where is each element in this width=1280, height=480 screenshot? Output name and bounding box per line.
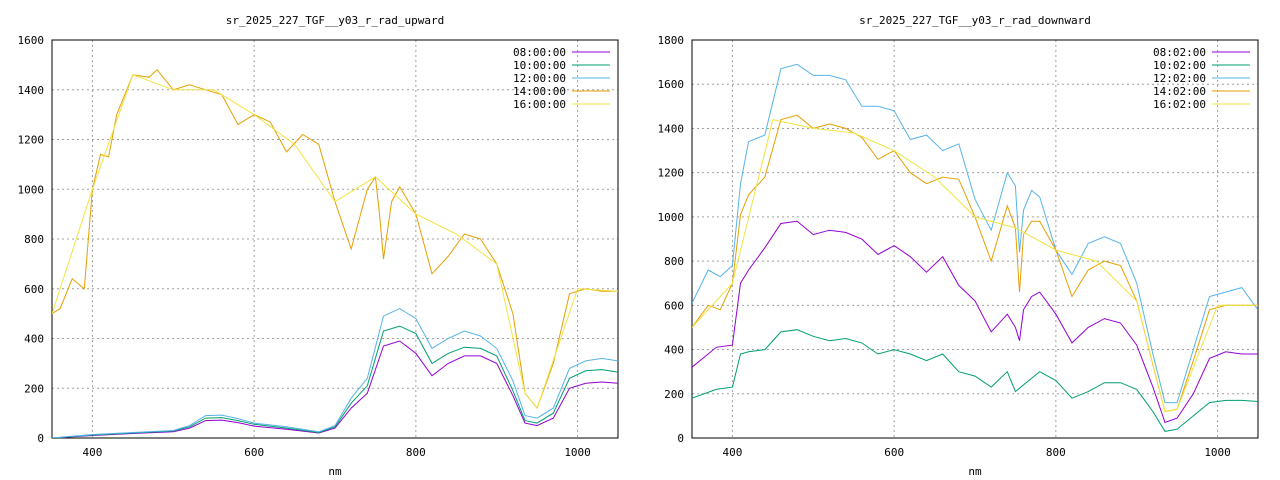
x-tick-label: 600 xyxy=(244,446,264,459)
series-line-16-02-00 xyxy=(692,119,1258,413)
legend-label: 14:00:00 xyxy=(513,85,566,98)
upward-chart-panel: sr_2025_227_TGF__y03_r_rad_upward 400 600 8… xyxy=(18,14,619,478)
y-tick-label: 1000 xyxy=(658,211,685,224)
y-tick-label: 1400 xyxy=(658,122,685,135)
x-axis-label: nm xyxy=(328,465,342,478)
x-tick-label: 600 xyxy=(884,446,904,459)
plot-frame xyxy=(51,39,619,439)
y-tick-label: 1200 xyxy=(658,167,685,180)
upward-radiance-chart: sr_2025_227_TGF__y03_r_rad_upward 400 600 8… xyxy=(18,14,619,478)
legend-label: 14:02:00 xyxy=(1153,85,1206,98)
y-tick-label: 400 xyxy=(24,333,44,346)
series-line-16-00-00 xyxy=(52,74,618,410)
x-tick-label: 400 xyxy=(722,446,742,459)
y-tick-label: 200 xyxy=(24,382,44,395)
y-tick-label: 1400 xyxy=(18,84,45,97)
chart-title: sr_2025_227_TGF__y03_r_rad_downward xyxy=(859,14,1091,27)
x-tick-label: 800 xyxy=(406,446,426,459)
y-tick-label: 600 xyxy=(664,299,684,312)
series-line-10-02-00 xyxy=(692,329,1258,432)
legend-label: 08:00:00 xyxy=(513,46,566,59)
y-tick-label: 1600 xyxy=(658,78,685,91)
x-tick-label: 400 xyxy=(82,446,102,459)
y-tick-label: 200 xyxy=(664,388,684,401)
plot-frame xyxy=(691,39,1259,439)
legend-label: 12:00:00 xyxy=(513,72,566,85)
series-line-12-02-00 xyxy=(692,63,1258,404)
y-tick-label: 800 xyxy=(24,233,44,246)
legend-label: 08:02:00 xyxy=(1153,46,1206,59)
downward-radiance-chart: sr_2025_227_TGF__y03_r_rad_downward 400 60… xyxy=(658,14,1259,478)
legend-label: 10:02:00 xyxy=(1153,59,1206,72)
series-line-14-02-00 xyxy=(692,114,1258,413)
series-line-08-02-00 xyxy=(692,220,1258,424)
y-tick-label: 0 xyxy=(37,432,44,445)
legend-label: 12:02:00 xyxy=(1153,72,1206,85)
y-tick-label: 600 xyxy=(24,283,44,296)
legend-label: 10:00:00 xyxy=(513,59,566,72)
y-tick-label: 800 xyxy=(664,255,684,268)
y-tick-label: 400 xyxy=(664,344,684,357)
series-line-12-00-00 xyxy=(52,308,618,438)
chart-title: sr_2025_227_TGF__y03_r_rad_upward xyxy=(226,14,445,27)
series-line-10-00-00 xyxy=(52,325,618,438)
y-tick-label: 0 xyxy=(677,432,684,445)
y-tick-label: 1200 xyxy=(18,134,45,147)
x-tick-label: 800 xyxy=(1046,446,1066,459)
legend-label: 16:02:00 xyxy=(1153,98,1206,111)
y-tick-label: 1800 xyxy=(658,34,685,47)
x-tick-label: 1000 xyxy=(564,446,591,459)
y-tick-label: 1600 xyxy=(18,34,45,47)
y-tick-label: 1000 xyxy=(18,183,45,196)
series-line-08-00-00 xyxy=(52,340,618,438)
x-tick-label: 1000 xyxy=(1204,446,1231,459)
downward-chart-panel: sr_2025_227_TGF__y03_r_rad_downward 400 60… xyxy=(640,0,1280,480)
x-axis-label: nm xyxy=(968,465,982,478)
legend-label: 16:00:00 xyxy=(513,98,566,111)
